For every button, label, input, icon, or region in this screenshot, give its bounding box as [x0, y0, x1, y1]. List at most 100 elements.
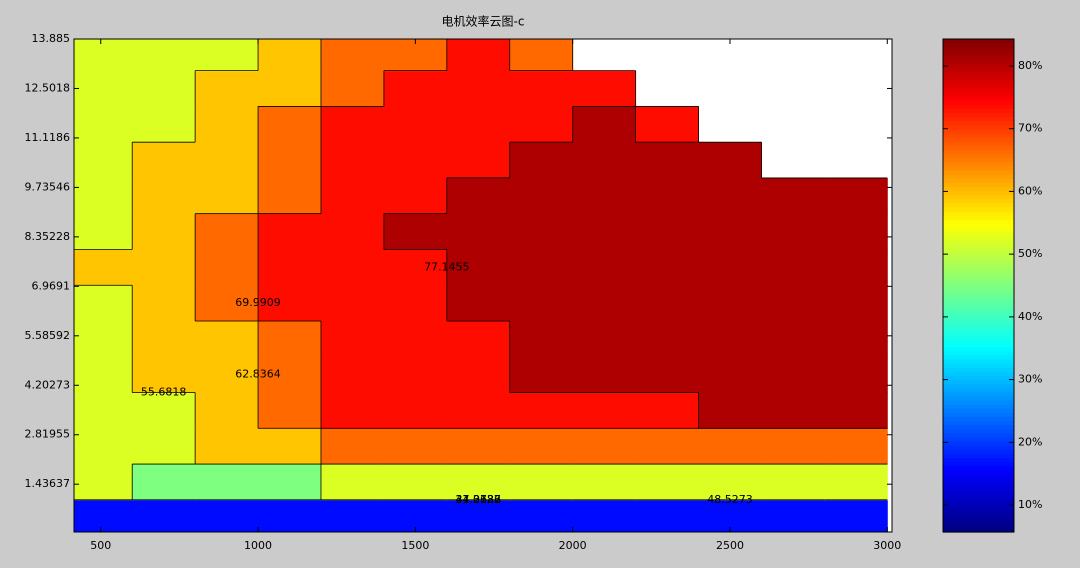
contour-cell — [824, 213, 888, 250]
contour-cell — [572, 428, 637, 465]
contour-label: 48.5273 — [707, 493, 753, 506]
colorbar-slice — [943, 207, 1014, 213]
colorbar-slice — [943, 416, 1014, 422]
contour-cell — [74, 320, 133, 358]
contour-cell — [635, 428, 700, 465]
colorbar-slice — [943, 80, 1014, 85]
contour-cell — [824, 499, 888, 532]
colorbar: 10% 20% 30% 40% 50% 60% 70% 80% — [943, 39, 1042, 533]
contour-cell — [446, 213, 511, 250]
contour-cell — [761, 213, 825, 250]
contour-cell — [572, 177, 637, 215]
contour-cell — [824, 464, 888, 501]
y-tick-label: 6.9691 — [32, 279, 71, 292]
contour-cell — [258, 320, 322, 358]
contour-cell — [635, 392, 700, 429]
contour-cell — [635, 285, 700, 322]
contour-cell — [132, 249, 196, 286]
y-tick-label: 2.81955 — [25, 428, 71, 441]
contour-cell — [509, 499, 574, 532]
contour-cell — [509, 106, 574, 143]
contour-cell — [761, 428, 825, 465]
contour-cell — [132, 499, 196, 532]
colorbar-slice — [943, 195, 1014, 200]
colorbar-tick-label: 10% — [1018, 498, 1042, 511]
contour-cell — [320, 320, 385, 358]
contour-cell — [383, 70, 448, 107]
colorbar-slice — [943, 306, 1014, 311]
colorbar-slice — [943, 178, 1014, 184]
contour-cell — [74, 70, 133, 107]
colorbar-slice — [943, 256, 1014, 262]
colorbar-slice — [943, 260, 1014, 266]
colorbar-slice — [943, 170, 1014, 176]
colorbar-slice — [943, 527, 1014, 533]
colorbar-slice — [943, 515, 1014, 521]
contour-cell — [698, 428, 762, 465]
contour-label: 27.0636 — [456, 493, 502, 506]
colorbar-slice — [943, 277, 1014, 282]
colorbar-slice — [943, 343, 1014, 348]
contour-cell — [74, 285, 133, 322]
colorbar-slice — [943, 293, 1014, 299]
colorbar-slice — [943, 453, 1014, 459]
contour-cell — [195, 106, 259, 143]
contour-cell — [195, 177, 259, 215]
x-tick-label: 2000 — [559, 539, 587, 552]
colorbar-slice — [943, 503, 1014, 508]
contour-cell — [195, 249, 259, 286]
colorbar-slice — [943, 174, 1014, 180]
contour-cell — [195, 285, 259, 322]
colorbar-slice — [943, 63, 1014, 69]
contour-cell — [698, 285, 762, 322]
y-tick-label: 12.5018 — [25, 81, 71, 94]
colorbar-slice — [943, 248, 1014, 254]
colorbar-slice — [943, 474, 1014, 480]
contour-cell — [446, 499, 511, 532]
contour-cell — [320, 285, 385, 322]
contour-cell — [383, 213, 448, 250]
contour-cell — [446, 320, 511, 358]
y-tick-label: 9.73546 — [25, 180, 71, 193]
contour-cell — [383, 177, 448, 215]
contour-cell — [74, 39, 133, 72]
colorbar-slice — [943, 462, 1014, 467]
contour-cell — [635, 142, 700, 179]
contour-cell — [635, 249, 700, 286]
colorbar-slice — [943, 396, 1014, 402]
colorbar-slice — [943, 141, 1014, 147]
colorbar-slice — [943, 384, 1014, 389]
contour-cell — [258, 392, 322, 429]
contour-cell — [74, 356, 133, 394]
contour-cell — [761, 320, 825, 358]
colorbar-slice — [943, 129, 1014, 135]
contour-cell — [446, 428, 511, 465]
colorbar-tick-label: 50% — [1018, 247, 1042, 260]
colorbar-frame — [942, 38, 1015, 533]
contour-cell — [635, 499, 700, 532]
colorbar-slice — [943, 273, 1014, 278]
colorbar-slice — [943, 199, 1014, 204]
contour-cell — [320, 70, 385, 107]
contour-cell — [761, 392, 825, 429]
contour-cell — [761, 177, 825, 215]
colorbar-slice — [943, 355, 1014, 361]
contour-cell — [635, 106, 700, 143]
colorbar-slice — [943, 112, 1014, 118]
contour-cell — [509, 356, 574, 394]
colorbar-slice — [943, 392, 1014, 398]
colorbar-slice — [943, 227, 1014, 233]
colorbar-slice — [943, 96, 1014, 102]
colorbar-slice — [943, 108, 1014, 114]
colorbar-slice — [943, 84, 1014, 89]
colorbar-slice — [943, 137, 1014, 143]
contour-cell — [132, 177, 196, 215]
colorbar-slice — [943, 519, 1014, 525]
contour-cell — [446, 70, 511, 107]
contour-label: 34.2182 — [456, 493, 502, 506]
contour-cell — [320, 106, 385, 143]
contour-cell — [258, 39, 322, 72]
colorbar-slice — [943, 145, 1014, 151]
contour-cell — [635, 464, 700, 501]
